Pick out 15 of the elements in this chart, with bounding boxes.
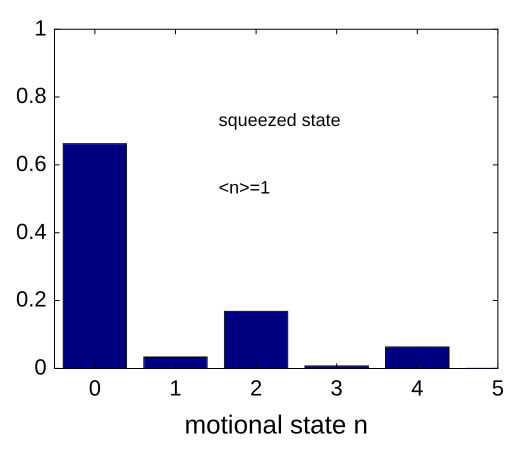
- annotation: <n>=1: [218, 178, 270, 198]
- x-tick-label: 2: [250, 376, 262, 401]
- y-tick-label: 0.2: [16, 286, 47, 312]
- y-tick-label: 0.8: [16, 83, 47, 108]
- x-tick-label: 1: [169, 376, 182, 401]
- x-tick-label: 0: [88, 376, 102, 401]
- annotation: squeezed state: [218, 110, 341, 130]
- x-axis-title: motional state n: [184, 410, 368, 440]
- x-tick-label: 3: [330, 376, 343, 401]
- x-tick-label: 4: [411, 376, 424, 401]
- y-tick-label: 0.6: [16, 150, 47, 176]
- x-tick-label: 5: [492, 376, 504, 401]
- y-tick-label: 1: [34, 15, 47, 40]
- y-tick-label: 0.4: [16, 218, 47, 244]
- y-tick-label: 0: [34, 354, 47, 380]
